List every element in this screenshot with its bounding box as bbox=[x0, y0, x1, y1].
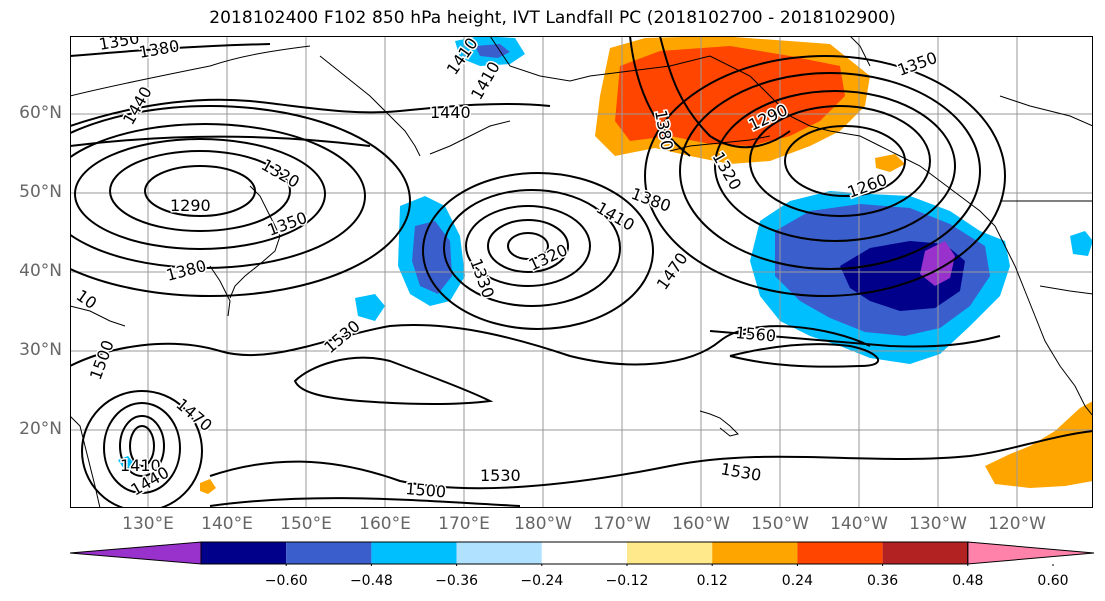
lat-label: 60°N bbox=[19, 103, 62, 123]
shade-negative-baja bbox=[1070, 231, 1093, 256]
lon-label: 150°E bbox=[280, 514, 332, 534]
lon-label: 130°W bbox=[909, 514, 967, 534]
colorbar-tick-label: −0.12 bbox=[605, 573, 649, 589]
coast-kamchatka bbox=[319, 55, 421, 157]
shade-positive-small bbox=[875, 154, 905, 172]
colorbar-tick-label: 0.36 bbox=[867, 573, 899, 589]
colorbar-segment bbox=[371, 542, 457, 564]
shade-negative-top-inner bbox=[475, 44, 510, 58]
colorbar-segment bbox=[541, 542, 627, 564]
colorbar-tick-label: 0.12 bbox=[696, 573, 728, 589]
contour-label: 1500 bbox=[405, 479, 447, 501]
lon-label: 160°E bbox=[359, 514, 411, 534]
lat-label: 30°N bbox=[19, 340, 62, 360]
colorbar-segment bbox=[712, 542, 798, 564]
colorbar-extend-low bbox=[70, 541, 202, 565]
colorbar-segment bbox=[286, 542, 372, 564]
lon-label: 170°E bbox=[438, 514, 490, 534]
colorbar-segment bbox=[882, 542, 968, 564]
lon-label: 160°W bbox=[672, 514, 730, 534]
contour-label: 1290 bbox=[170, 196, 211, 215]
lon-label: 180°W bbox=[514, 514, 572, 534]
colorbar-tick-label: 0.60 bbox=[1037, 573, 1069, 589]
shade-positive-alaska-inner bbox=[615, 46, 845, 146]
colorbar-tick-label: −0.24 bbox=[520, 573, 564, 589]
colorbar-extend-high bbox=[967, 541, 1095, 565]
lon-label: 140°E bbox=[201, 514, 253, 534]
lon-label: 130°E bbox=[122, 514, 174, 534]
shade-positive-mexico bbox=[985, 401, 1093, 488]
colorbar-segment bbox=[456, 542, 542, 564]
colorbar-tick-label: −0.48 bbox=[349, 573, 393, 589]
map-title: 2018102400 F102 850 hPa height, IVT Land… bbox=[209, 8, 896, 28]
lat-label: 20°N bbox=[19, 419, 62, 439]
contour-label: 1410 bbox=[120, 456, 161, 475]
height-contours bbox=[70, 36, 1093, 508]
coast-hawaii bbox=[699, 410, 739, 437]
contour-label: 1560 bbox=[735, 323, 777, 345]
colorbar-tick-label: −0.36 bbox=[435, 573, 479, 589]
lon-label: 170°W bbox=[593, 514, 651, 534]
shade-negative-small bbox=[355, 294, 385, 321]
colorbar bbox=[70, 541, 1095, 566]
coast-asia bbox=[70, 45, 311, 508]
coastlines bbox=[70, 36, 1093, 508]
contour-label: 1440 bbox=[430, 103, 471, 122]
lon-label: 150°W bbox=[751, 514, 809, 534]
lat-label: 40°N bbox=[19, 261, 62, 281]
graticule bbox=[70, 36, 1093, 508]
shade-negative-mid-inner bbox=[412, 221, 452, 294]
shade-positive-tiny bbox=[200, 479, 216, 494]
lon-label: 120°W bbox=[988, 514, 1046, 534]
colorbar-segment bbox=[201, 542, 287, 564]
colorbar-tick-label: 0.48 bbox=[952, 573, 984, 589]
border-mexico bbox=[1039, 285, 1093, 295]
lat-label: 50°N bbox=[19, 182, 62, 202]
colorbar-segment bbox=[627, 542, 713, 564]
colorbar-segment bbox=[797, 542, 883, 564]
colorbar-tick-label: 0.24 bbox=[781, 573, 813, 589]
ivt-shading bbox=[118, 36, 1093, 494]
colorbar-tick-label: −0.60 bbox=[264, 573, 308, 589]
contour-label: 1530 bbox=[480, 466, 521, 485]
lon-label: 140°W bbox=[830, 514, 888, 534]
